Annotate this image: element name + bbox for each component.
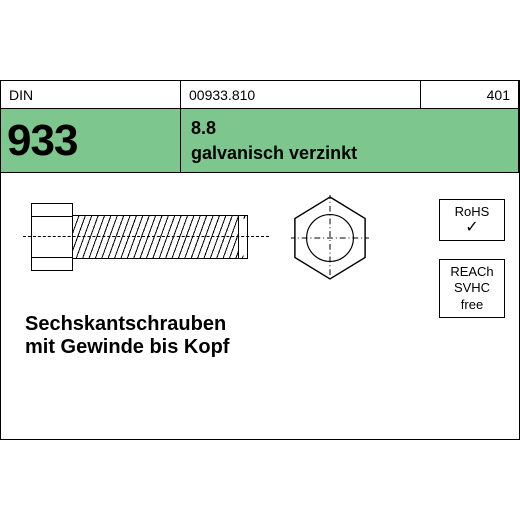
reach-line3: free: [442, 297, 502, 313]
spec-desc-cell: 8.8 galvanisch verzinkt: [181, 109, 519, 172]
reach-line2: SVHC: [442, 280, 502, 296]
rohs-badge: RoHS ✓: [439, 199, 505, 241]
product-subtitle: mit Gewinde bis Kopf: [25, 336, 229, 359]
standard-label: DIN: [1, 81, 181, 108]
bolt-centerline-icon: [23, 236, 269, 237]
spec-sheet: DIN 00933.810 401 933 8.8 galvanisch ver…: [0, 80, 520, 440]
reach-badge: REACh SVHC free: [439, 259, 505, 318]
bolt-side-view-icon: [31, 197, 261, 277]
code: 401: [421, 81, 519, 108]
header-row: DIN 00933.810 401: [1, 81, 519, 109]
product-text: Sechskantschrauben mit Gewinde bis Kopf: [25, 313, 229, 359]
part-number: 00933.810: [181, 81, 421, 108]
rohs-label: RoHS: [442, 204, 502, 220]
spec-row: 933 8.8 galvanisch verzinkt: [1, 109, 519, 173]
hex-end-view-icon: [291, 195, 369, 281]
reach-line1: REACh: [442, 264, 502, 280]
din-number-cell: 933: [1, 109, 181, 172]
strength-grade: 8.8: [191, 118, 508, 139]
check-icon: ✓: [442, 220, 502, 236]
body: RoHS ✓ REACh SVHC free Sechskantschraube…: [1, 173, 519, 439]
surface-finish: galvanisch verzinkt: [191, 143, 508, 164]
bolt-shaft-icon: [73, 215, 248, 259]
product-name: Sechskantschrauben: [25, 313, 229, 336]
din-number: 933: [7, 116, 77, 166]
bolt-head-icon: [31, 203, 73, 271]
